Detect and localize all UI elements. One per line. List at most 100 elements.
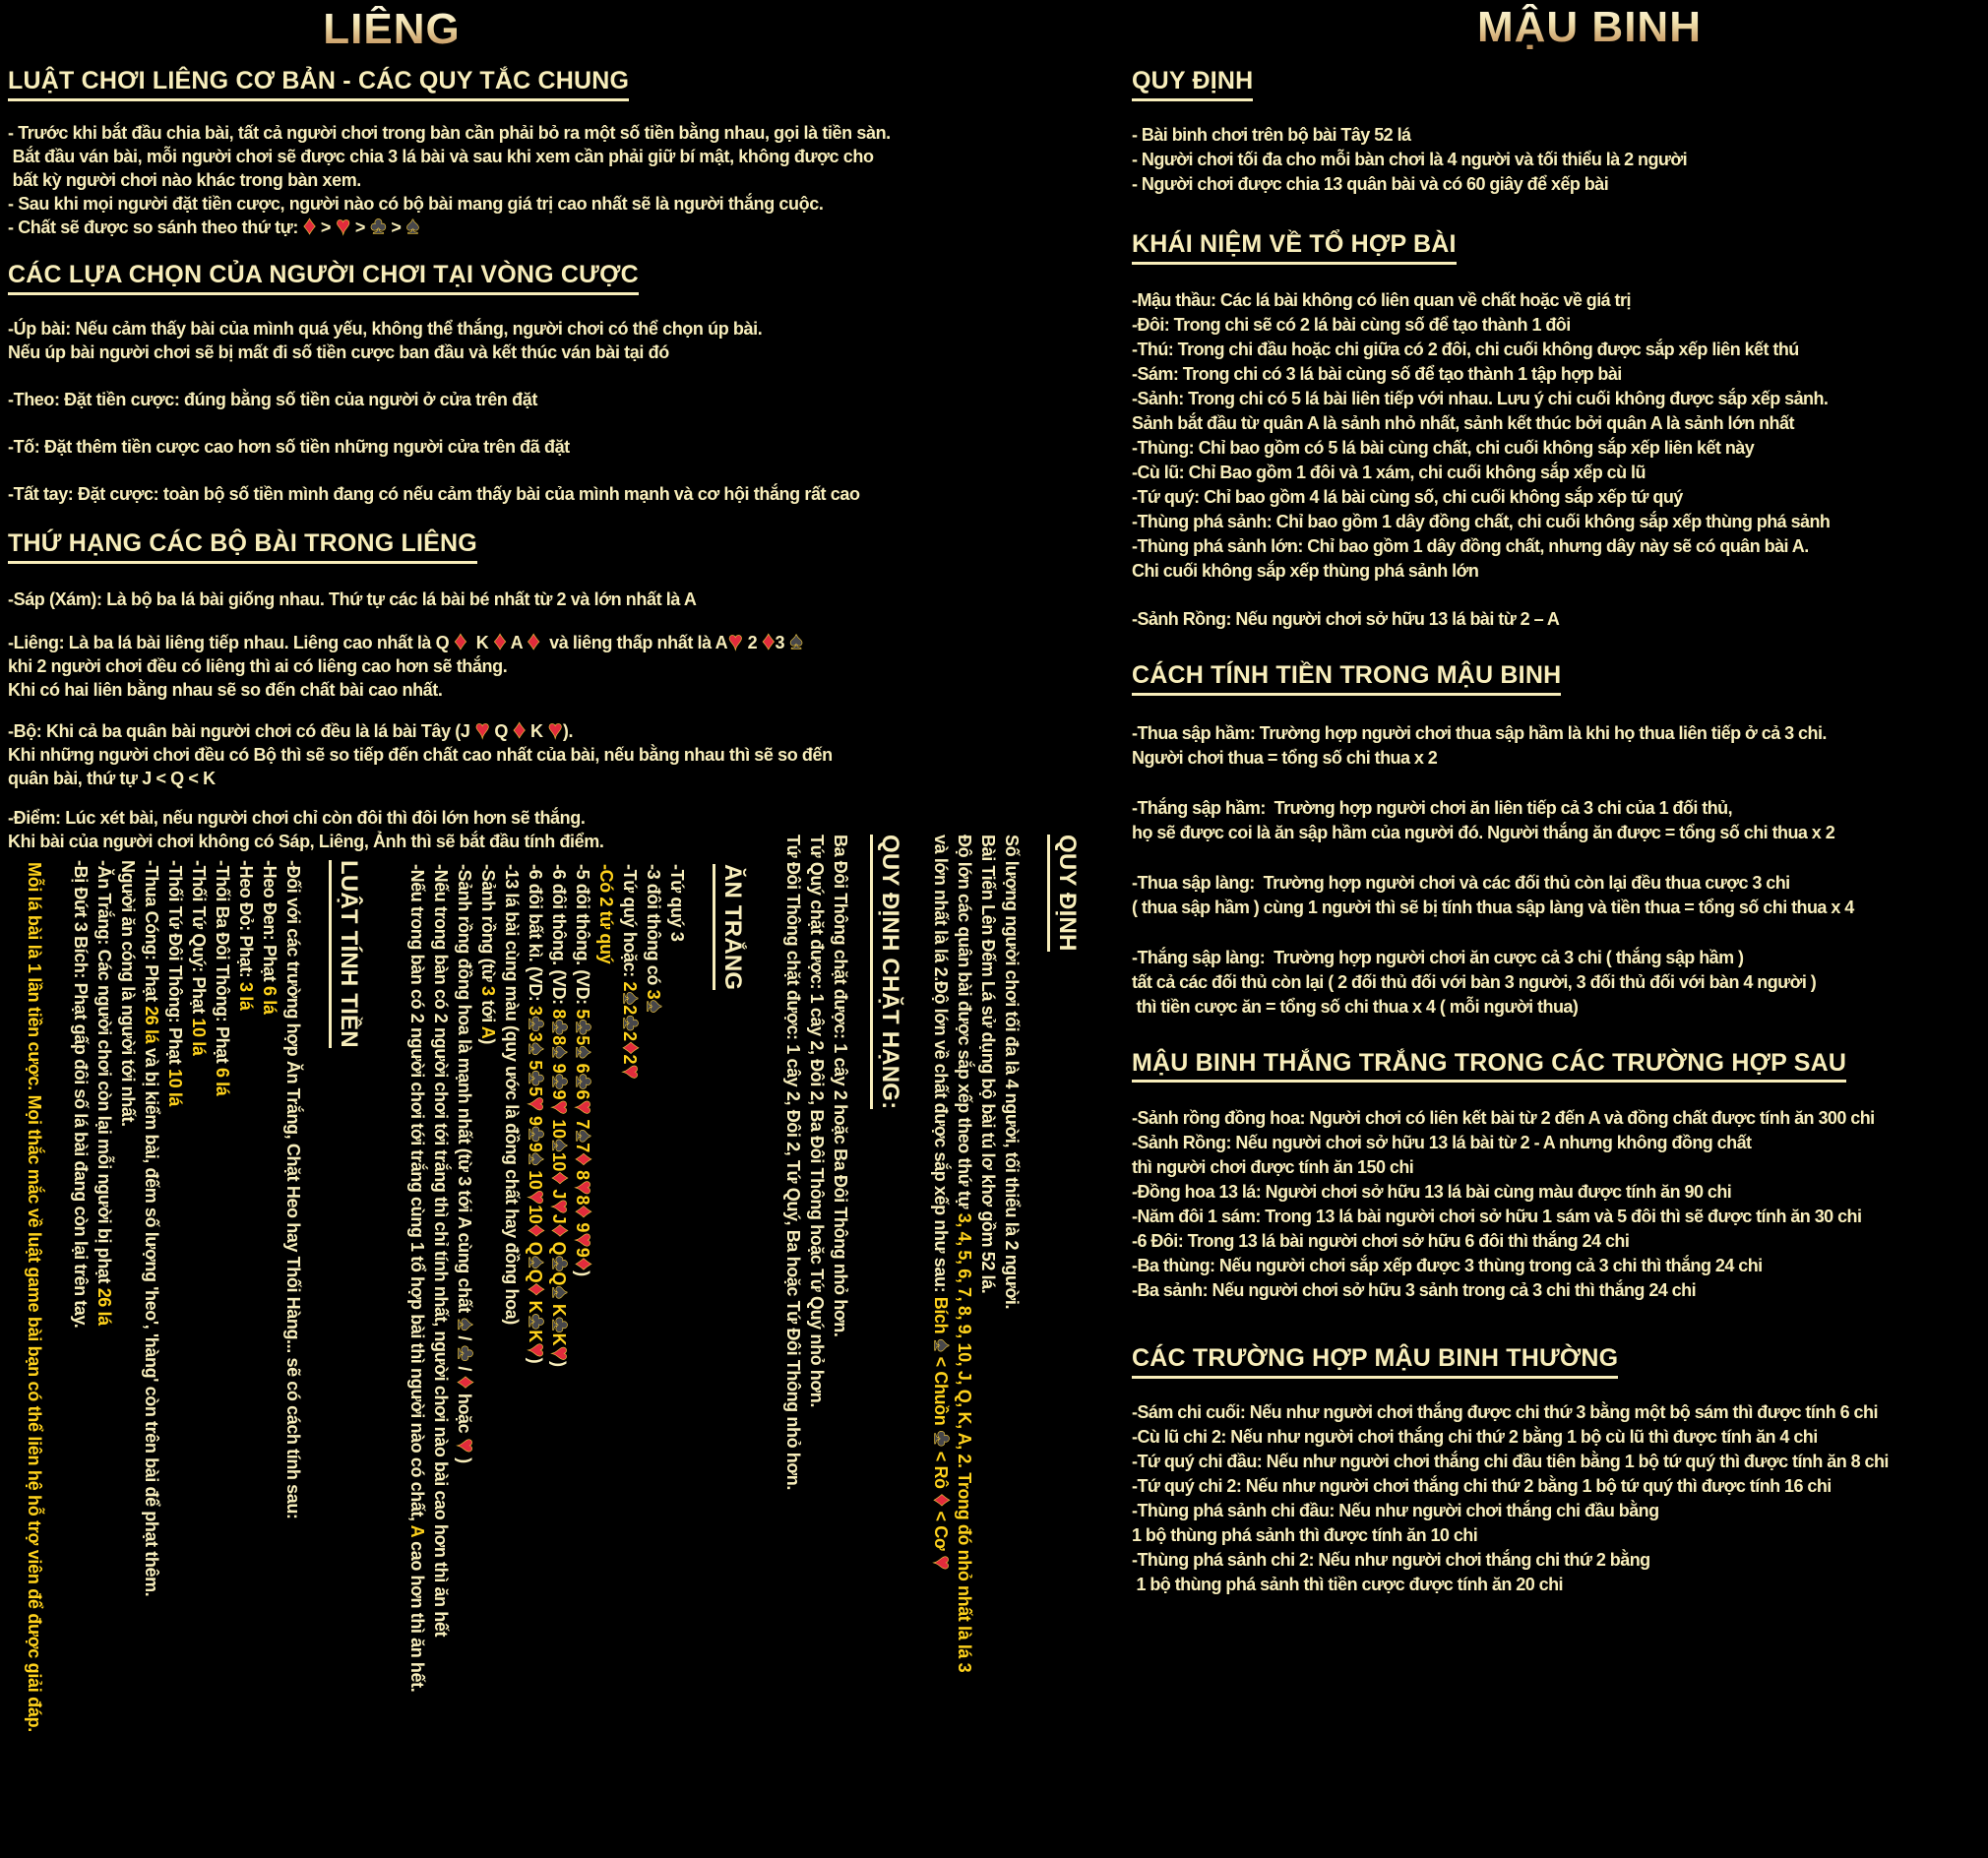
text-run: -Liêng: Là ba lá bài liêng tiếp nhau. Li…	[8, 632, 454, 652]
text-line: quân bài, thứ tự J < Q < K	[8, 767, 1120, 790]
text-run: Bài Tiến Lên Đếm Lá sử dụng bộ bài tú lơ…	[978, 835, 999, 1294]
text-run: -Heo Đỏ: Phạt:	[236, 860, 257, 982]
highlight-text: K	[549, 1332, 570, 1346]
text-run: )	[478, 1038, 499, 1045]
text-run: Nếu úp bài người chơi sẽ bị mất đi số ti…	[8, 341, 669, 362]
highlight-text: 10	[549, 1151, 570, 1172]
text-line: 1 bộ thùng phá sảnh thì được tính ăn 10 …	[1132, 1523, 1983, 1548]
text-line: bất kỳ người chơi nào khác trong bàn xem…	[8, 168, 1120, 192]
text-run: -Ba thùng: Nếu người chơi sắp xếp được 3…	[1132, 1256, 1763, 1276]
text-run: - Người chơi được chia 13 quân bài và có…	[1132, 174, 1609, 195]
paragraph: -Tố: Đặt thêm tiền cược cao hơn số tiền …	[8, 435, 1120, 459]
text-line: -Sảnh: Trong chi có 5 lá bài liên tiếp v…	[1132, 387, 1983, 411]
text-run: Q	[489, 720, 513, 741]
section-heading: QUY ĐỊNH	[1047, 835, 1081, 952]
highlight-text: A	[478, 1025, 499, 1039]
heading-row: LUẬT CHƠI LIÊNG CƠ BẢN - CÁC QUY TẮC CHU…	[8, 67, 1120, 102]
text-line: -Sảnh Rồng: Nếu người chơi sở hữu 13 lá …	[1132, 607, 1983, 632]
text-run: khi 2 người chơi đều có liêng thì ai có …	[8, 655, 508, 676]
text-line: -Thùng phá sảnh chi 2: Nếu như người chơ…	[1132, 1548, 1983, 1573]
text-line: -Cù lũ chi 2: Nếu như người chơi thắng c…	[1132, 1425, 1983, 1450]
text-run: cao hơn thì ăn hết.	[407, 1536, 428, 1693]
text-line: - Trước khi bắt đầu chia bài, tất cả ngư…	[8, 121, 1120, 145]
highlight-text: 9	[526, 1111, 546, 1126]
text-run: -Tứ quý: Chỉ bao gồm 4 lá bài cùng số, c…	[1132, 486, 1683, 507]
text-run: -Ăn Trắng: Các người chơi còn lại mỗi ng…	[94, 860, 115, 1288]
text-run: Tứ Đôi Thông chặt được: 1 cây 2, Đôi 2, …	[783, 835, 804, 1490]
text-line: -Thùng: Chỉ bao gồm có 5 lá bài cùng chấ…	[1132, 436, 1983, 461]
highlight-text: 5	[526, 1086, 546, 1096]
text-line: thì người chơi được tính ăn 150 chi	[1132, 1155, 1983, 1180]
text-run: -Sảnh rồng (từ	[478, 864, 499, 987]
text-run: -Thùng phá sảnh chi đầu: Nếu như người c…	[1132, 1501, 1659, 1521]
heading-row: QUY ĐỊNH	[1132, 67, 1983, 102]
highlight-text: Q	[526, 1269, 546, 1283]
text-line: -Liêng: Là ba lá bài liêng tiếp nhau. Li…	[8, 627, 803, 654]
highlight-text: Q	[526, 1237, 546, 1256]
paragraph: -Thắng sập hầm: Trường hợp người chơi ăn…	[1132, 796, 1983, 845]
text-line: -Thắng sập hầm: Trường hợp người chơi ăn…	[1132, 796, 1983, 821]
highlight-text: 8	[549, 1009, 570, 1019]
text-run: -Năm đôi 1 sám: Trong 13 lá bài người ch…	[1132, 1207, 1862, 1227]
paragraph: -Tất tay: Đặt cược: toàn bộ số tiền mình…	[8, 482, 1120, 506]
section-heading: ĂN TRẮNG	[713, 864, 746, 991]
section-heading: QUY ĐỊNH	[1132, 67, 1254, 102]
paragraph: -Sám chi cuối: Nếu như người chơi thắng …	[1132, 1400, 1983, 1597]
paragraph: -Liêng: Là ba lá bài liêng tiếp nhau. Li…	[8, 627, 1120, 702]
highlight-text: 3 lá	[236, 982, 257, 1011]
text-run: >	[350, 217, 370, 238]
text-run: ).	[562, 720, 574, 741]
text-line: - Bài binh chơi trên bộ bài Tây 52 lá	[1132, 123, 1983, 148]
text-line: -Thú: Trong chi đầu hoặc chi giữa có 2 đ…	[1132, 338, 1983, 362]
highlight-text: 3	[478, 986, 499, 996]
text-run: -Tố: Đặt thêm tiền cược cao hơn số tiền …	[8, 436, 570, 457]
highlight-text: 7	[573, 1114, 593, 1129]
text-line: -Tứ quý chi đầu: Nếu như người chơi thắn…	[1132, 1450, 1983, 1474]
text-line: -Đồng hoa 13 lá: Người chơi sở hữu 13 lá…	[1132, 1180, 1983, 1205]
text-line: Khi bài của người chơi không có Sáp, Liê…	[8, 830, 1120, 853]
text-run: -Sám chi cuối: Nếu như người chơi thắng …	[1132, 1402, 1878, 1423]
highlight-text: 2	[620, 981, 641, 992]
text-run: A	[506, 632, 528, 652]
text-line: Người chơi thua = tổng số chi thua x 2	[1132, 746, 1983, 771]
text-line: -Sảnh Rồng: Nếu người chơi sở hữu 13 lá …	[1132, 1131, 1983, 1155]
text-run: -Tứ quý hoặc:	[620, 864, 641, 982]
text-line: -6 Đôi: Trong 13 lá bài người chơi sở hữ…	[1132, 1229, 1983, 1254]
text-run: ( thua sập hầm ) cùng 1 người thì sẽ bị …	[1132, 897, 1854, 917]
text-run: -Nếu trong bàn có 2 người chơi tới trắng…	[431, 864, 452, 1638]
text-run: tới	[478, 995, 499, 1026]
heading-row: CÁC LỰA CHỌN CỦA NGƯỜI CHƠI TẠI VÒNG CƯỢ…	[8, 261, 1120, 295]
section-heading: CÁCH TÍNH TIỀN TRONG MẬU BINH	[1132, 661, 1562, 696]
highlight-text: 8	[573, 1195, 593, 1206]
text-line: - Sau khi mọi người đặt tiền cược, người…	[8, 192, 1120, 216]
heading-row: CÁCH TÍNH TIỀN TRONG MẬU BINH	[1132, 661, 1983, 696]
text-run: /	[455, 1361, 475, 1376]
highlight-text: 5	[573, 1009, 593, 1019]
lieng-column: LIÊNG LUẬT CHƠI LIÊNG CƠ BẢN - CÁC QUY T…	[8, 0, 1120, 853]
text-run: -Tứ quý chi 2: Nếu như người chơi thắng …	[1132, 1476, 1832, 1497]
text-line: -Tố: Đặt thêm tiền cược cao hơn số tiền …	[8, 435, 1120, 459]
text-run: quân bài, thứ tự J < Q < K	[8, 768, 216, 788]
text-run: - Trước khi bắt đầu chia bài, tất cả ngư…	[8, 123, 891, 144]
text-line: Sảnh bắt đầu từ quân A là sảnh nhỏ nhất,…	[1132, 411, 1983, 436]
text-run: -Tứ quý chi đầu: Nếu như người chơi thắn…	[1132, 1452, 1889, 1472]
highlight-text: < Rô	[931, 1447, 952, 1494]
highlight-text: J	[549, 1213, 570, 1224]
heading-row: THỨ HẠNG CÁC BỘ BÀI TRONG LIÊNG	[8, 529, 1120, 564]
highlight-text: 6 lá	[260, 986, 280, 1015]
highlight-text: < Chuồn	[931, 1352, 952, 1430]
highlight-text: 9	[573, 1217, 593, 1233]
text-run: )	[526, 1357, 546, 1364]
text-run: -Sảnh rồng đồng hoa là mạnh nhất (từ 3 t…	[455, 864, 475, 1318]
highlight-text: 7	[573, 1143, 593, 1152]
maubinh-sections: QUY ĐỊNH - Bài binh chơi trên bộ bài Tây …	[1132, 67, 1983, 1597]
text-run: Người ăn cóng là người tới nhất.	[118, 860, 139, 1127]
text-run: -Điểm: Lúc xét bài, nếu người chơi chỉ c…	[8, 807, 586, 828]
text-run: -Theo: Đặt tiền cược: đúng bằng số tiền …	[8, 389, 537, 409]
paragraph: -Thua sập làng: Trường hợp người chơi và…	[1132, 871, 1983, 920]
highlight-text: 26 lá	[94, 1287, 115, 1326]
section-heading: THỨ HẠNG CÁC BỘ BÀI TRONG LIÊNG	[8, 529, 477, 564]
highlight-text: 9	[549, 1059, 570, 1074]
text-run: - Người chơi tối đa cho mỗi bàn chơi là …	[1132, 150, 1688, 170]
